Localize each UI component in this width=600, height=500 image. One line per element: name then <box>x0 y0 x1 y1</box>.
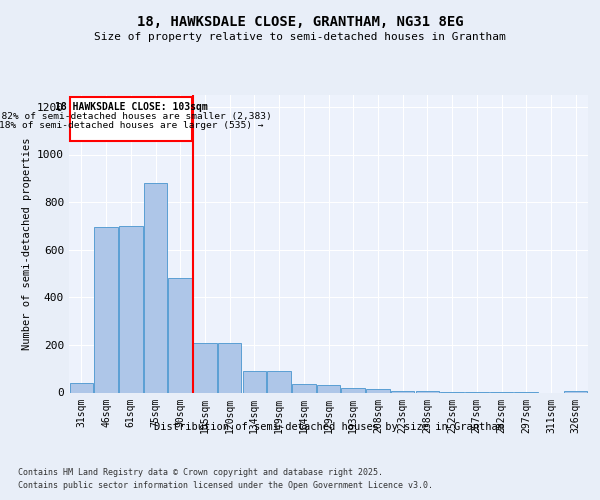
Text: Contains public sector information licensed under the Open Government Licence v3: Contains public sector information licen… <box>18 482 433 490</box>
Bar <box>242 371 266 392</box>
Bar <box>169 278 192 392</box>
Bar <box>193 342 217 392</box>
Bar <box>366 389 389 392</box>
Bar <box>341 388 365 392</box>
Text: 18% of semi-detached houses are larger (535) →: 18% of semi-detached houses are larger (… <box>0 120 263 130</box>
Text: Distribution of semi-detached houses by size in Grantham: Distribution of semi-detached houses by … <box>154 422 504 432</box>
Bar <box>94 227 118 392</box>
Bar <box>218 342 241 392</box>
Y-axis label: Number of semi-detached properties: Number of semi-detached properties <box>22 138 32 350</box>
Text: Contains HM Land Registry data © Crown copyright and database right 2025.: Contains HM Land Registry data © Crown c… <box>18 468 383 477</box>
Bar <box>292 384 316 392</box>
Bar <box>119 226 143 392</box>
Text: Size of property relative to semi-detached houses in Grantham: Size of property relative to semi-detach… <box>94 32 506 42</box>
Text: 18 HAWKSDALE CLOSE: 103sqm: 18 HAWKSDALE CLOSE: 103sqm <box>55 102 208 112</box>
Bar <box>70 383 93 392</box>
Text: ← 82% of semi-detached houses are smaller (2,383): ← 82% of semi-detached houses are smalle… <box>0 112 272 120</box>
Text: 18, HAWKSDALE CLOSE, GRANTHAM, NG31 8EG: 18, HAWKSDALE CLOSE, GRANTHAM, NG31 8EG <box>137 16 463 30</box>
FancyBboxPatch shape <box>70 97 192 142</box>
Bar <box>268 371 291 392</box>
Bar <box>317 386 340 392</box>
Bar <box>144 183 167 392</box>
